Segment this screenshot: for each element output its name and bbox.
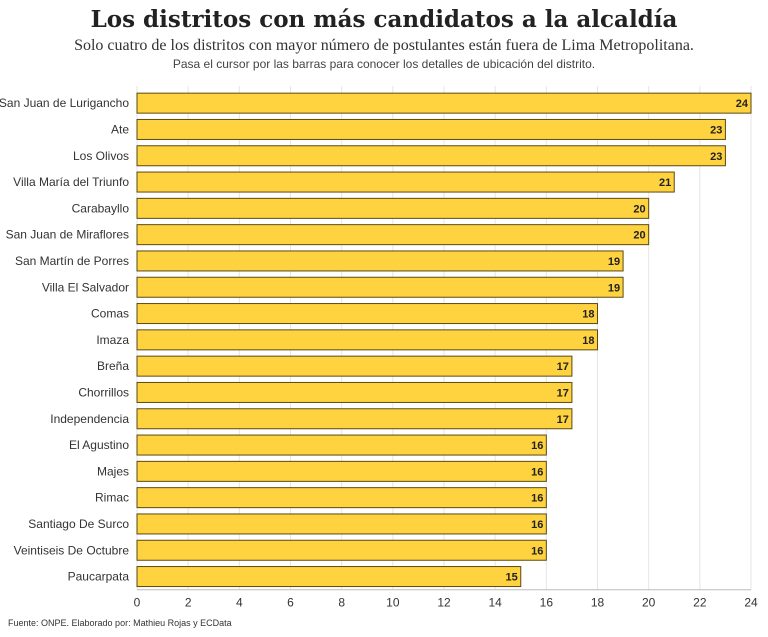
bar[interactable] — [136, 276, 624, 298]
bar[interactable] — [136, 381, 573, 403]
value-label: 23 — [710, 151, 722, 163]
value-label: 15 — [506, 572, 518, 584]
value-label: 19 — [608, 256, 620, 268]
value-label: 16 — [531, 545, 543, 557]
bar[interactable] — [136, 92, 752, 114]
category-label: Ate — [111, 122, 129, 136]
bar[interactable] — [136, 250, 624, 272]
value-label: 17 — [557, 361, 569, 373]
x-tick-label: 22 — [693, 596, 707, 610]
bar[interactable] — [136, 434, 547, 456]
x-tick-label: 4 — [236, 596, 243, 610]
bar[interactable] — [136, 171, 675, 193]
x-tick-label: 24 — [744, 596, 758, 610]
x-tick-label: 6 — [287, 596, 294, 610]
category-label: Chorrillos — [78, 385, 129, 399]
x-tick-label: 18 — [591, 596, 605, 610]
bar[interactable] — [136, 408, 573, 430]
category-label: San Juan de Lurigancho — [0, 96, 129, 110]
category-label: Paucarpata — [68, 570, 130, 584]
value-label: 18 — [582, 335, 594, 347]
value-label: 17 — [557, 387, 569, 399]
x-tick-label: 12 — [437, 596, 451, 610]
bar[interactable] — [136, 145, 726, 167]
category-label: Independencia — [50, 412, 129, 426]
category-label: Imaza — [96, 333, 129, 347]
bar[interactable] — [136, 197, 650, 219]
value-label: 24 — [736, 98, 749, 110]
value-label: 21 — [659, 177, 671, 189]
x-tick-label: 0 — [134, 596, 141, 610]
x-tick-label: 16 — [540, 596, 554, 610]
value-label: 19 — [608, 282, 620, 294]
category-label: Carabayllo — [72, 201, 130, 215]
value-label: 23 — [710, 124, 722, 136]
category-label: Los Olivos — [73, 149, 129, 163]
value-label: 16 — [531, 493, 543, 505]
value-label: 20 — [633, 203, 645, 215]
value-label: 16 — [531, 440, 543, 452]
hover-instruction: Pasa el cursor por las barras para conoc… — [172, 57, 596, 71]
category-label: Comas — [91, 307, 129, 321]
value-label: 16 — [531, 466, 543, 478]
x-tick-label: 20 — [642, 596, 656, 610]
category-label: San Juan de Miraflores — [6, 228, 129, 242]
x-tick-label: 14 — [488, 596, 502, 610]
category-label: Villa María del Triunfo — [13, 175, 129, 189]
value-label: 17 — [557, 414, 569, 426]
category-label: Veintiseis De Octubre — [14, 543, 130, 557]
category-label: San Martín de Porres — [15, 254, 129, 268]
bar[interactable] — [136, 487, 547, 509]
chart-subtitle: Solo cuatro de los distritos con mayor n… — [74, 37, 694, 54]
bar[interactable] — [136, 118, 726, 140]
bar[interactable] — [136, 566, 522, 588]
category-label: El Agustino — [69, 438, 129, 452]
x-tick-label: 10 — [386, 596, 400, 610]
value-label: 18 — [582, 309, 594, 321]
category-label: Villa El Salvador — [42, 280, 129, 294]
bar[interactable] — [136, 513, 547, 535]
bar[interactable] — [136, 329, 598, 351]
bar[interactable] — [136, 539, 547, 561]
source-note: Fuente: ONPE. Elaborado por: Mathieu Roj… — [8, 618, 232, 628]
chart-title: Los distritos con más candidatos a la al… — [90, 6, 678, 33]
x-tick-label: 2 — [185, 596, 192, 610]
bar[interactable] — [136, 355, 573, 377]
category-label: Breña — [97, 359, 129, 373]
bar[interactable] — [136, 460, 547, 482]
value-label: 20 — [633, 230, 645, 242]
value-label: 16 — [531, 519, 543, 531]
bar[interactable] — [136, 224, 650, 246]
x-tick-label: 8 — [338, 596, 345, 610]
category-label: Rimac — [95, 491, 129, 505]
category-label: Santiago De Surco — [28, 517, 129, 531]
category-label: Majes — [97, 464, 129, 478]
bar[interactable] — [136, 303, 598, 325]
